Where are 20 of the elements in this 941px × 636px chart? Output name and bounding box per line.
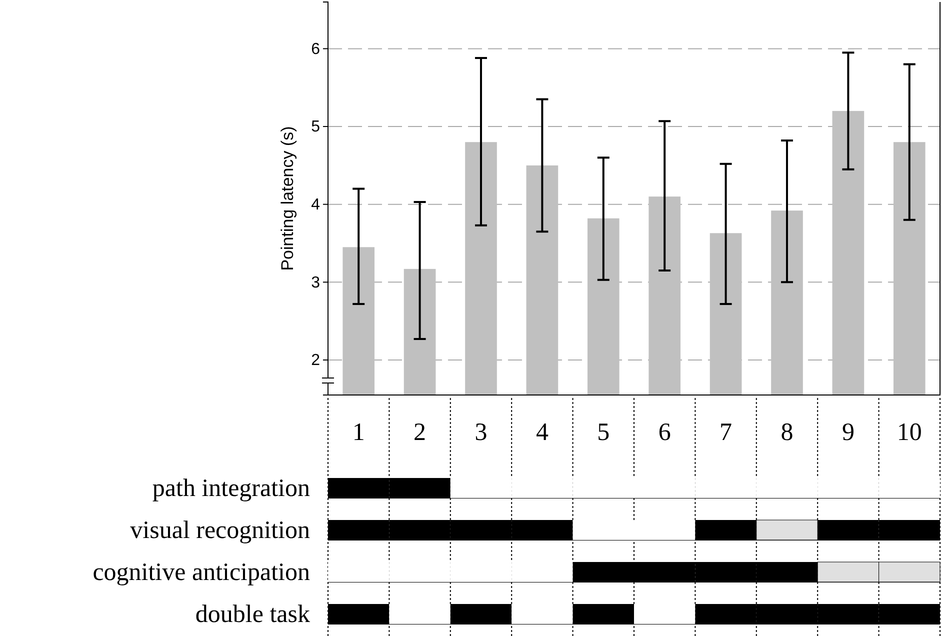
x-tick-label: 8 — [780, 419, 794, 446]
x-tick-label: 10 — [896, 419, 922, 446]
text: double task — [195, 601, 310, 628]
x-tick-label: 1 — [352, 419, 365, 446]
x-tick-label: 4 — [536, 419, 549, 446]
x-tick-label: 9 — [842, 419, 854, 446]
y-axis-title: Pointing latency (s) — [278, 126, 297, 271]
text: visual recognition — [130, 517, 310, 544]
y-tick-label: 6 — [311, 40, 320, 58]
x-tick-label: 5 — [597, 419, 610, 446]
x-tick-label: 2 — [414, 419, 426, 446]
y-tick-label: 3 — [311, 274, 320, 292]
text: path integration — [152, 475, 310, 502]
text: cognitive anticipation — [92, 559, 310, 586]
x-tick-label: 3 — [474, 419, 488, 446]
y-tick-label: 2 — [311, 352, 320, 370]
x-tick-label: 7 — [720, 419, 732, 446]
y-tick-label: 5 — [311, 118, 320, 136]
y-tick-label: 4 — [311, 196, 320, 214]
x-tick-label: 6 — [658, 419, 671, 446]
